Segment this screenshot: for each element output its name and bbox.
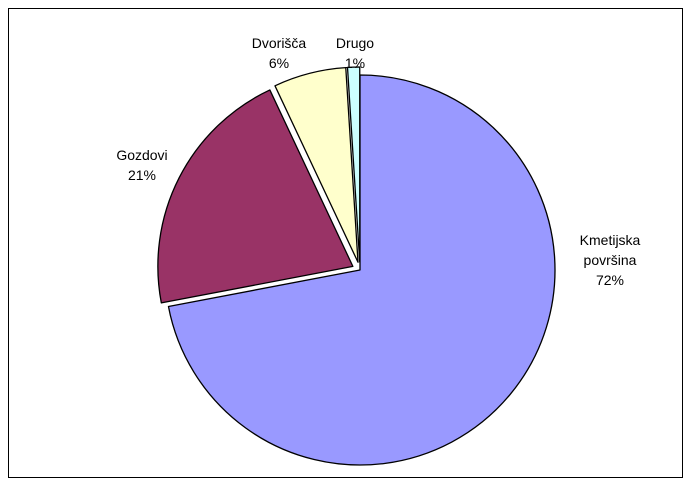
data-label-name: površina bbox=[584, 252, 637, 268]
pie-slice-gozdovi bbox=[157, 89, 354, 304]
pie-slice-dvori-a bbox=[274, 66, 359, 263]
pie-labels: Kmetijska površina 72% Gozdovi 21% Dvorišča 6%… bbox=[116, 35, 640, 288]
data-label-percent: 1% bbox=[345, 55, 365, 71]
data-label-name: Dvorišča bbox=[252, 35, 307, 51]
data-label-drugo: Drugo 1% bbox=[336, 35, 374, 71]
pie-slice-drugo bbox=[346, 66, 361, 263]
data-label-percent: 6% bbox=[269, 55, 289, 71]
pie-slices bbox=[157, 66, 556, 466]
data-label-name: Kmetijska bbox=[580, 232, 641, 248]
data-label-percent: 21% bbox=[128, 167, 156, 183]
data-label-name: Gozdovi bbox=[116, 147, 167, 163]
pie-slice-kmetijska-povr-ina bbox=[167, 74, 556, 466]
data-label-kmetijska-povr-ina: Kmetijska površina 72% bbox=[580, 232, 641, 288]
data-label-name: Drugo bbox=[336, 35, 374, 51]
data-label-gozdovi: Gozdovi 21% bbox=[116, 147, 167, 183]
data-label-dvori-a: Dvorišča 6% bbox=[252, 35, 307, 71]
data-label-percent: 72% bbox=[596, 272, 624, 288]
